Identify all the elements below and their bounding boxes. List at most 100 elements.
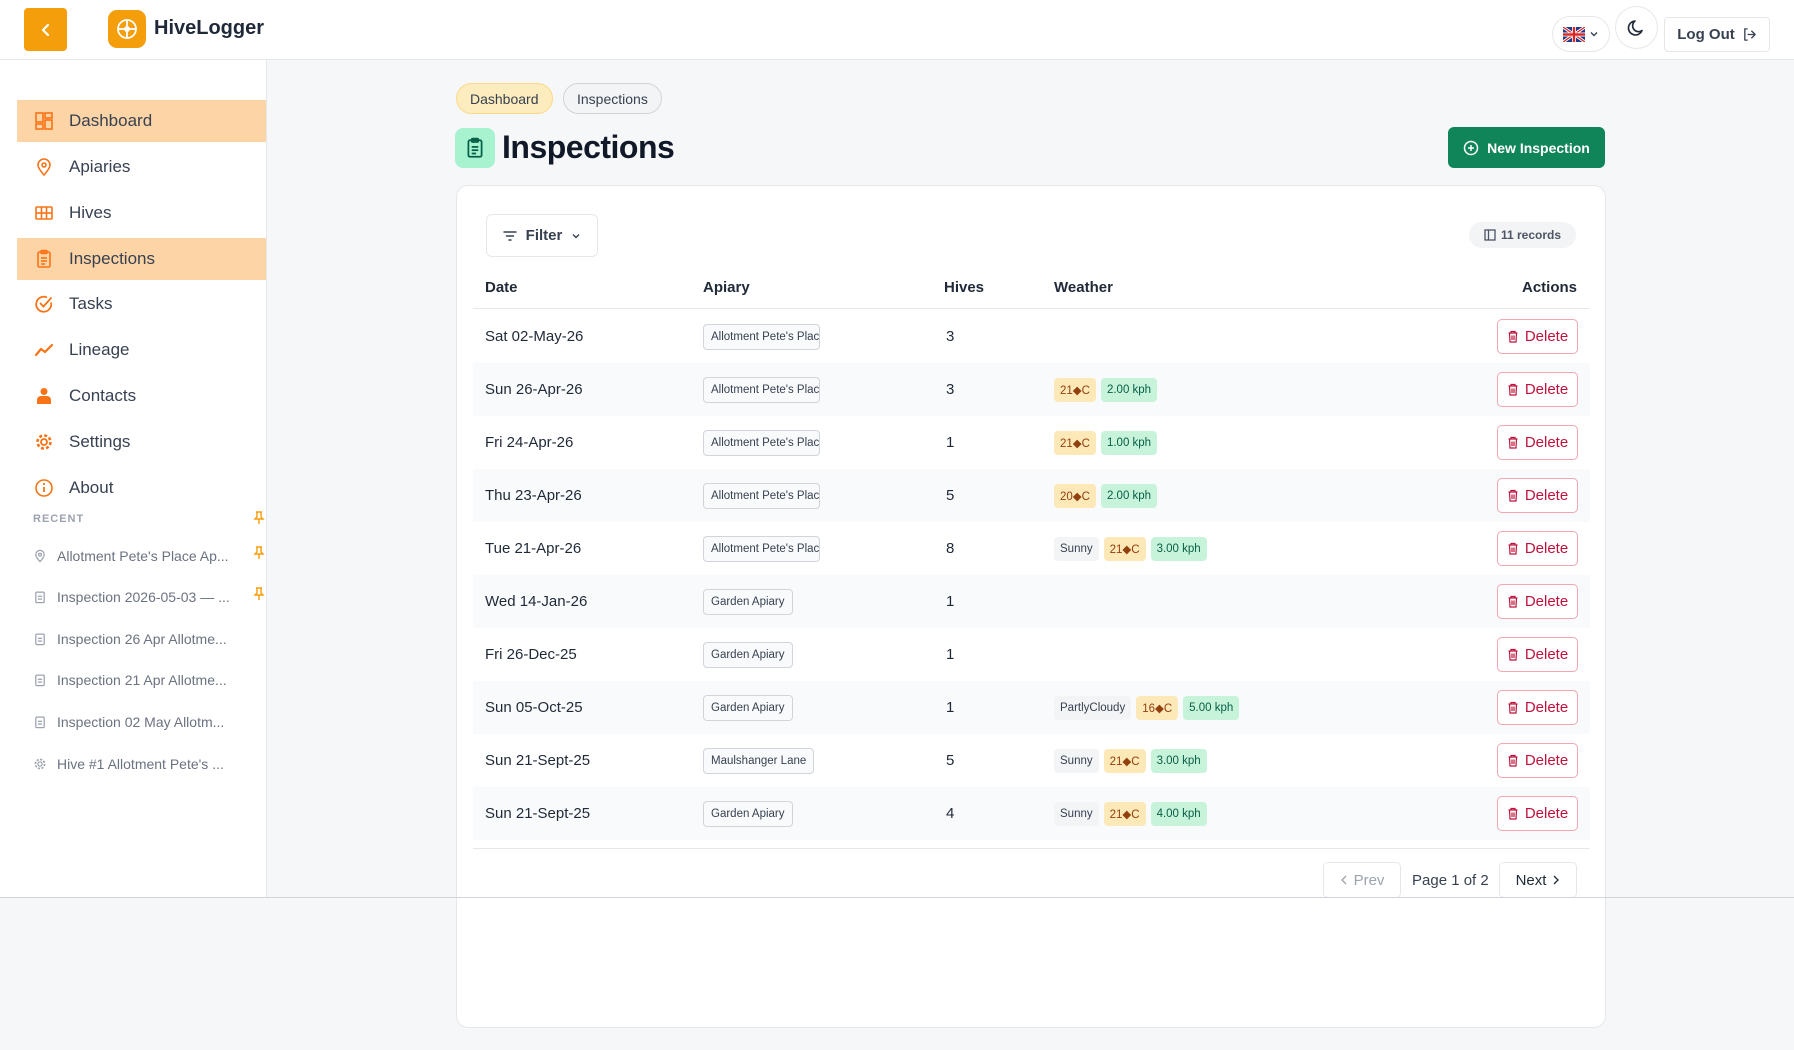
recent-item[interactable]: Inspection 02 May Allotm... — [33, 710, 265, 734]
table-row[interactable]: Sun 21-Sept-25 Garden Apiary 4 Sunny 21◆C 4.0… — [473, 787, 1590, 840]
honeycomb-icon — [34, 758, 46, 770]
apiary-badge[interactable]: Garden Apiary — [703, 694, 793, 721]
date-cell: Fri 24-Apr-26 — [485, 434, 574, 451]
filter-label: Filter — [525, 227, 563, 244]
recent-item-label: Inspection 21 Apr Allotme... — [57, 672, 227, 688]
table-row[interactable]: Wed 14-Jan-26 Garden Apiary 1 Delete — [473, 575, 1590, 628]
sidebar-item-settings[interactable]: Settings — [17, 421, 266, 463]
hives-cell: 1 — [946, 434, 955, 451]
weather-cell: Sunny 21◆C 4.00 kph — [1054, 787, 1207, 840]
delete-button[interactable]: Delete — [1497, 796, 1578, 831]
apiary-badge[interactable]: Garden Apiary — [703, 588, 793, 615]
apiary-badge[interactable]: Garden Apiary — [703, 641, 793, 668]
hives-cell: 1 — [946, 593, 955, 610]
sidebar-item-inspections[interactable]: Inspections — [17, 238, 266, 280]
new-inspection-label: New Inspection — [1487, 139, 1590, 156]
delete-button[interactable]: Delete — [1497, 690, 1578, 725]
pin-icon[interactable] — [253, 587, 265, 604]
logout-icon — [1743, 28, 1756, 41]
breadcrumb-inspections[interactable]: Inspections — [563, 83, 662, 114]
date-cell: Sun 21-Sept-25 — [485, 752, 591, 769]
language-selector[interactable] — [1552, 16, 1610, 52]
chevron-right-icon — [1553, 875, 1560, 885]
pin-icon[interactable] — [253, 511, 265, 528]
back-button[interactable] — [24, 8, 67, 51]
column-header-apiary[interactable]: Apiary — [703, 279, 750, 296]
column-header-weather[interactable]: Weather — [1054, 279, 1113, 296]
recent-item[interactable]: Inspection 2026-05-03 — ... — [33, 585, 265, 609]
trash-icon — [1508, 595, 1518, 608]
theme-toggle-button[interactable] — [1615, 6, 1658, 49]
sidebar-item-apiaries[interactable]: Apiaries — [17, 146, 266, 188]
clipboard-icon — [35, 591, 45, 604]
pin-icon[interactable] — [253, 546, 265, 563]
recent-item[interactable]: Inspection 26 Apr Allotme... — [33, 627, 265, 651]
delete-button[interactable]: Delete — [1497, 319, 1578, 354]
delete-button[interactable]: Delete — [1497, 425, 1578, 460]
inspections-card: Filter 11 records Date Apiary Hives Weat… — [456, 185, 1606, 1028]
delete-button[interactable]: Delete — [1497, 478, 1578, 513]
table-row[interactable]: Tue 21-Apr-26 Allotment Pete's Place Apia… — [473, 522, 1590, 575]
dashboard-icon — [33, 110, 55, 132]
apiary-badge[interactable]: Allotment Pete's Place Apiary — [703, 323, 820, 350]
wind-speed-chip: 3.00 kph — [1150, 748, 1207, 773]
date-cell: Tue 21-Apr-26 — [485, 540, 582, 557]
wind-speed-chip: 2.00 kph — [1100, 377, 1158, 402]
delete-label: Delete — [1524, 593, 1569, 610]
sidebar-item-dashboard[interactable]: Dashboard — [17, 100, 266, 142]
table-row[interactable]: Sun 05-Oct-25 Garden Apiary 1 PartlyCloudy 1… — [473, 681, 1590, 734]
check-circle-icon — [33, 293, 55, 315]
apiary-badge[interactable]: Allotment Pete's Place Apiary — [703, 482, 820, 509]
delete-label: Delete — [1524, 752, 1569, 769]
footer-divider — [473, 848, 1590, 849]
table-row[interactable]: Sun 21-Sept-25 Maulshanger Lane 5 Sunny 21◆C… — [473, 734, 1590, 787]
hives-cell: 1 — [946, 699, 955, 716]
hives-cell: 3 — [946, 381, 955, 398]
grid-icon — [33, 202, 55, 224]
table-row[interactable]: Thu 23-Apr-26 Allotment Pete's Place Apia… — [473, 469, 1590, 522]
new-inspection-button[interactable]: New Inspection — [1448, 127, 1605, 168]
next-page-button[interactable]: Next — [1499, 862, 1577, 898]
sidebar-item-label: About — [69, 478, 114, 497]
chevron-down-icon — [1590, 32, 1598, 37]
delete-button[interactable]: Delete — [1497, 531, 1578, 566]
apiary-badge[interactable]: Maulshanger Lane — [703, 747, 815, 774]
filter-button[interactable]: Filter — [486, 214, 598, 257]
apiary-cell: Allotment Pete's Place Apiary — [703, 310, 820, 363]
column-header-date[interactable]: Date — [485, 279, 518, 296]
apiary-badge[interactable]: Allotment Pete's Place Apiary — [703, 535, 820, 562]
sidebar-item-label: Tasks — [69, 294, 113, 313]
apiary-badge[interactable]: Allotment Pete's Place Apiary — [703, 376, 820, 403]
table-row[interactable]: Sun 26-Apr-26 Allotment Pete's Place Apia… — [473, 363, 1590, 416]
sidebar-item-contacts[interactable]: Contacts — [17, 375, 266, 417]
gear-icon — [33, 431, 55, 453]
recent-item[interactable]: Inspection 21 Apr Allotme... — [33, 668, 265, 692]
delete-button[interactable]: Delete — [1497, 372, 1578, 407]
prev-page-button[interactable]: Prev — [1323, 862, 1401, 898]
delete-label: Delete — [1524, 699, 1569, 716]
delete-button[interactable]: Delete — [1497, 584, 1578, 619]
trash-icon — [1508, 754, 1518, 767]
delete-button[interactable]: Delete — [1497, 637, 1578, 672]
hives-cell: 8 — [946, 540, 955, 557]
apiary-badge[interactable]: Allotment Pete's Place Apiary — [703, 429, 820, 456]
sidebar-item-about[interactable]: About — [17, 467, 266, 509]
recent-item[interactable]: Allotment Pete's Place Ap... — [33, 544, 265, 568]
sidebar-item-tasks[interactable]: Tasks — [17, 283, 266, 325]
logout-button[interactable]: Log Out — [1664, 17, 1770, 52]
breadcrumb-dashboard[interactable]: Dashboard — [456, 83, 553, 114]
recent-item[interactable]: Hive #1 Allotment Pete's ... — [33, 752, 265, 776]
sidebar-item-lineage[interactable]: Lineage — [17, 329, 266, 371]
apiary-badge[interactable]: Garden Apiary — [703, 800, 793, 827]
table-row[interactable]: Sat 02-May-26 Allotment Pete's Place Apia… — [473, 310, 1590, 363]
top-header: HiveLogger Log Out — [0, 0, 1794, 60]
column-header-hives[interactable]: Hives — [944, 279, 985, 296]
table-row[interactable]: Fri 24-Apr-26 Allotment Pete's Place Apia… — [473, 416, 1590, 469]
weather-cell: 21◆C 2.00 kph — [1054, 363, 1158, 416]
delete-button[interactable]: Delete — [1497, 743, 1578, 778]
recent-item-label: Inspection 26 Apr Allotme... — [57, 631, 227, 647]
sidebar: Dashboard Apiaries Hives Inspections Tas… — [0, 60, 267, 898]
temperature-chip: 21◆C — [1103, 801, 1146, 826]
sidebar-item-hives[interactable]: Hives — [17, 192, 266, 234]
table-row[interactable]: Fri 26-Dec-25 Garden Apiary 1 Delete — [473, 628, 1590, 681]
